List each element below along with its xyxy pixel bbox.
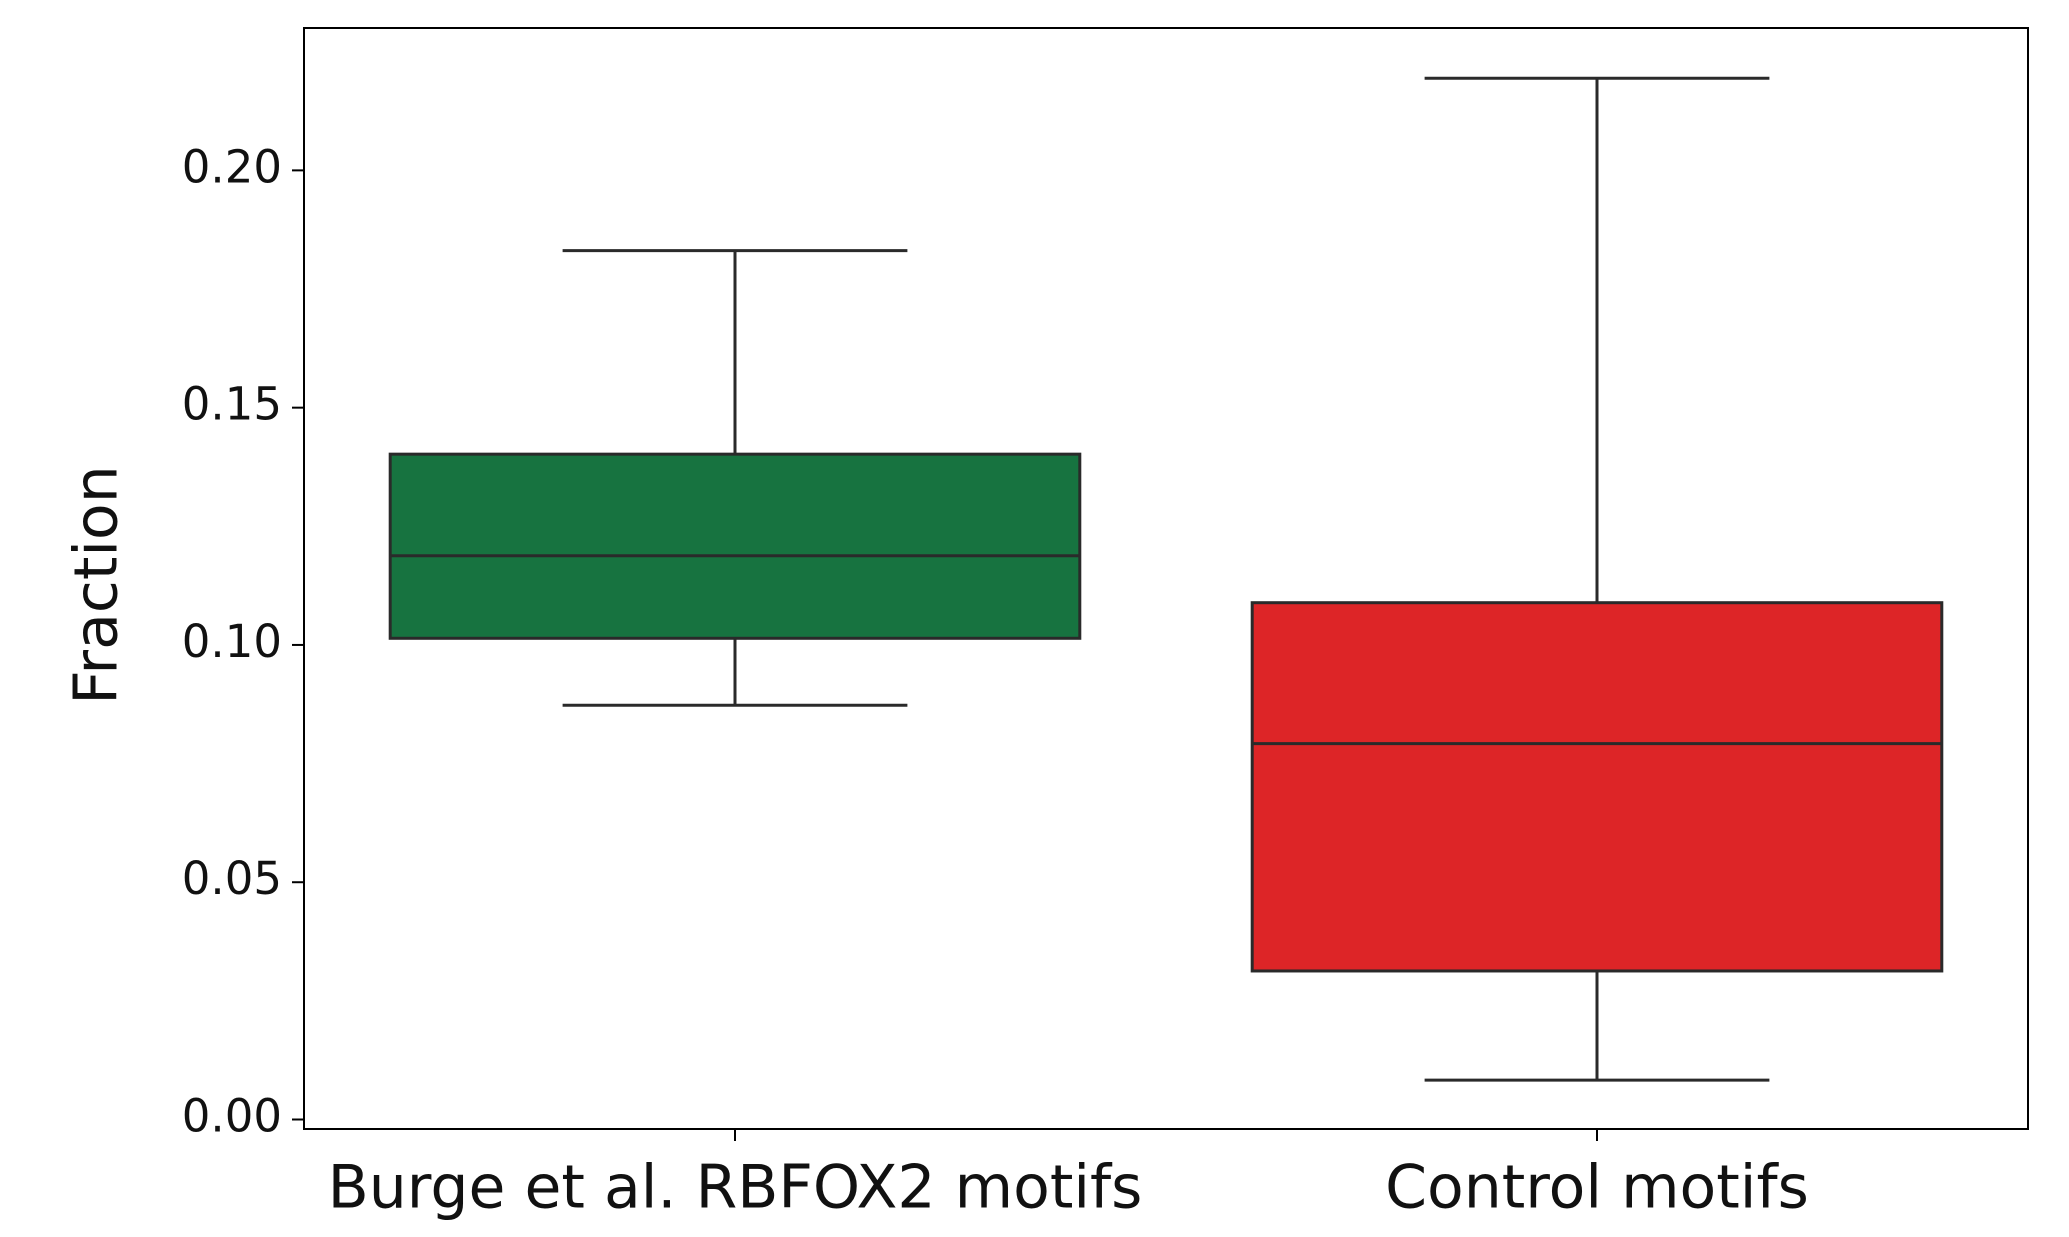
box <box>1250 601 1944 973</box>
plot-frame <box>303 27 2029 1130</box>
y-tick-label: 0.15 <box>182 378 282 431</box>
y-tick-label: 0.10 <box>182 615 282 668</box>
y-tick-label: 0.00 <box>182 1090 282 1143</box>
y-tick-label: 0.20 <box>182 140 282 193</box>
box <box>388 452 1082 640</box>
y-tick-label: 0.05 <box>182 852 282 905</box>
x-tick-label: Control motifs <box>1385 1153 1809 1223</box>
x-tick-label: Burge et al. RBFOX2 motifs <box>328 1153 1143 1223</box>
y-axis-label: Fraction <box>62 465 132 705</box>
